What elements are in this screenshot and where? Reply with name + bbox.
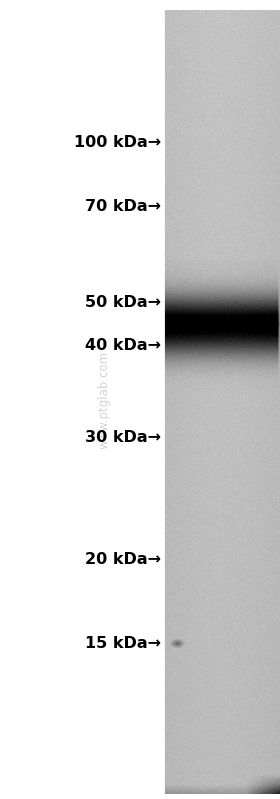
Text: 40 kDa→: 40 kDa→ [85, 338, 161, 352]
Text: 100 kDa→: 100 kDa→ [74, 135, 161, 149]
Text: 30 kDa→: 30 kDa→ [85, 431, 161, 445]
Text: 15 kDa→: 15 kDa→ [85, 636, 161, 650]
Text: 70 kDa→: 70 kDa→ [85, 199, 161, 213]
Text: 20 kDa→: 20 kDa→ [85, 552, 161, 566]
Text: 50 kDa→: 50 kDa→ [85, 295, 161, 309]
Text: www.ptglab.com: www.ptglab.com [97, 351, 110, 448]
